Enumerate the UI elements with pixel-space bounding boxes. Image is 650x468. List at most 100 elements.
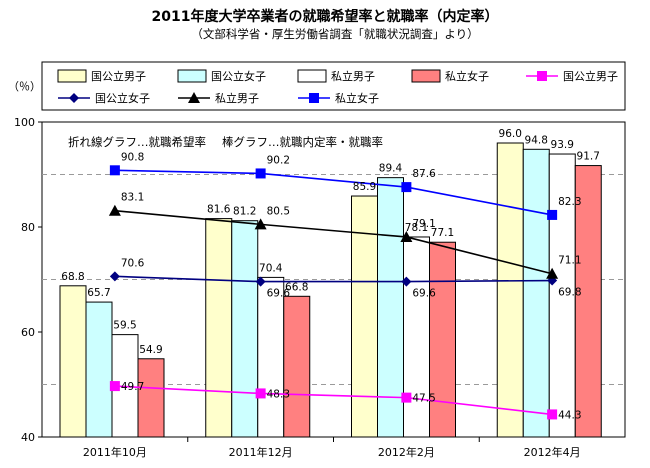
series-line bbox=[114, 209, 553, 275]
y-tick-label: 60 bbox=[21, 326, 35, 339]
bar-data-label: 66.8 bbox=[285, 281, 308, 293]
x-axis-ticks: 2011年10月 2011年12月 2012年2月 2012年4月 bbox=[83, 437, 581, 459]
bar bbox=[205, 218, 233, 438]
legend-label: 私立男子 bbox=[215, 91, 259, 105]
line-marker bbox=[109, 381, 120, 392]
y-axis-ticks: 40 60 80 100 bbox=[14, 116, 42, 444]
legend-label: 私立男子 bbox=[331, 69, 375, 83]
line-data-label: 87.6 bbox=[412, 168, 436, 180]
bar-data-label: 54.9 bbox=[139, 344, 162, 356]
x-tick-label: 2011年12月 bbox=[229, 445, 293, 459]
legend-label: 国公立男子 bbox=[91, 69, 146, 83]
bars bbox=[59, 142, 602, 438]
line-marker bbox=[401, 276, 412, 287]
lines bbox=[108, 165, 559, 420]
line-marker bbox=[109, 271, 120, 282]
bar-data-label: 85.9 bbox=[353, 181, 376, 193]
gridlines bbox=[42, 174, 625, 385]
bar bbox=[85, 301, 113, 438]
bar-data-label: 91.7 bbox=[577, 151, 600, 163]
bar bbox=[377, 177, 404, 438]
legend-marker bbox=[309, 93, 319, 103]
line-data-label: 83.1 bbox=[121, 192, 144, 204]
line-data-label: 80.5 bbox=[267, 205, 290, 217]
bar bbox=[59, 285, 87, 438]
legend-label: 国公立女子 bbox=[211, 69, 266, 83]
legend-label: 私立女子 bbox=[335, 91, 379, 105]
line-data-label: 44.3 bbox=[558, 409, 581, 421]
bar bbox=[257, 276, 285, 438]
series-line bbox=[114, 385, 553, 416]
data-labels: 68.8 81.6 85.9 96.0 65.7 81.2 89.4 94.8 59.5 70.4… bbox=[61, 128, 600, 421]
legend-swatch bbox=[57, 69, 87, 83]
bar bbox=[522, 148, 550, 438]
line-data-label: 69.8 bbox=[558, 287, 581, 299]
bar-data-label: 93.9 bbox=[551, 139, 574, 151]
bar-data-label: 59.5 bbox=[113, 320, 136, 332]
line-data-label: 47.5 bbox=[412, 393, 435, 405]
line-data-label: 48.3 bbox=[267, 388, 290, 400]
line-marker bbox=[546, 267, 559, 279]
bar-data-label: 78.1 bbox=[405, 222, 428, 234]
bar bbox=[231, 220, 259, 438]
bar-data-label: 68.8 bbox=[61, 271, 84, 283]
legend-label: 私立女子 bbox=[445, 69, 489, 83]
line-data-label: 90.8 bbox=[121, 151, 144, 163]
x-tick-label: 2012年2月 bbox=[378, 445, 435, 459]
bar bbox=[283, 295, 311, 438]
bar-data-label: 77.1 bbox=[431, 227, 454, 239]
line-data-label: 70.6 bbox=[121, 257, 145, 269]
bar-data-label: 70.4 bbox=[259, 262, 283, 274]
bar-data-label: 81.2 bbox=[233, 206, 256, 218]
line-data-label: 49.7 bbox=[121, 381, 144, 393]
legend-marker bbox=[188, 92, 200, 103]
series-line bbox=[114, 169, 553, 216]
y-axis-unit: （％） bbox=[8, 80, 41, 93]
legend-marker bbox=[537, 71, 547, 81]
line-marker bbox=[255, 388, 266, 399]
line-marker bbox=[547, 409, 558, 420]
y-tick-label: 80 bbox=[21, 221, 35, 234]
legend-swatch bbox=[411, 69, 441, 83]
bar bbox=[496, 142, 524, 438]
line-marker bbox=[108, 204, 121, 216]
bar-data-label: 89.4 bbox=[379, 163, 403, 175]
line-data-label: 71.1 bbox=[558, 255, 581, 267]
line-marker bbox=[547, 209, 558, 220]
line-marker bbox=[255, 276, 266, 287]
legend-swatch bbox=[297, 69, 327, 83]
bar-data-label: 65.7 bbox=[87, 287, 110, 299]
chart-title: 2011年度大学卒業者の就職希望率と就職率（内定率） bbox=[152, 8, 499, 25]
line-marker bbox=[400, 230, 413, 242]
bar bbox=[429, 241, 456, 438]
legend-label: 国公立男子 bbox=[563, 69, 618, 83]
line-data-label: 79.1 bbox=[412, 218, 435, 230]
bar-data-label: 94.8 bbox=[525, 134, 548, 146]
series-line bbox=[114, 275, 553, 283]
line-marker bbox=[255, 168, 266, 179]
x-tick-label: 2012年4月 bbox=[524, 445, 581, 459]
line-marker bbox=[254, 218, 267, 230]
y-tick-label: 100 bbox=[14, 116, 35, 129]
line-data-label: 82.3 bbox=[558, 196, 581, 208]
line-marker bbox=[401, 182, 412, 193]
legend-marker bbox=[69, 93, 79, 103]
line-data-label: 90.2 bbox=[267, 154, 290, 166]
chart-subtitle: （文部科学省・厚生労働省調査「就職状況調査」より） bbox=[191, 27, 478, 41]
line-note: 折れ線グラフ…就職希望率 bbox=[68, 135, 206, 149]
line-marker bbox=[109, 165, 120, 176]
line-data-label: 69.6 bbox=[412, 288, 436, 300]
bar bbox=[574, 165, 602, 438]
bar-data-label: 81.6 bbox=[207, 204, 231, 216]
legend-box bbox=[41, 61, 626, 111]
legend-swatch bbox=[177, 69, 207, 83]
bar-note: 棒グラフ…就職内定率・就職率 bbox=[222, 135, 383, 149]
line-marker bbox=[401, 392, 412, 403]
legend-label: 国公立女子 bbox=[95, 91, 150, 105]
x-tick-label: 2011年10月 bbox=[83, 445, 147, 459]
bar bbox=[403, 236, 430, 438]
bar bbox=[137, 358, 165, 438]
line-data-label: 69.6 bbox=[267, 288, 291, 300]
